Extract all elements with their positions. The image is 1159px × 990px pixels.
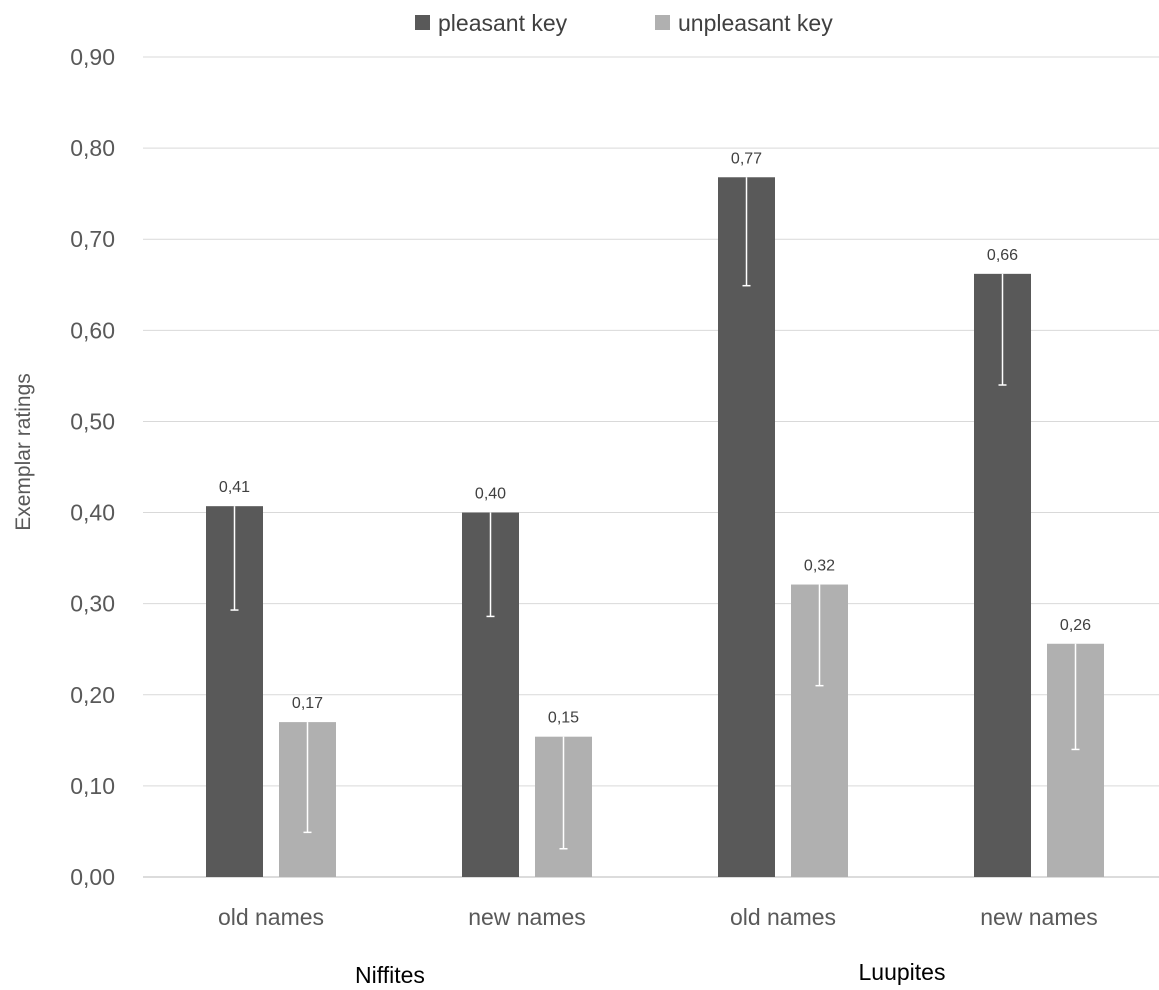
legend-swatch-unpleasant-key bbox=[655, 15, 670, 30]
category-label: old names bbox=[730, 904, 836, 930]
data-label: 0,32 bbox=[804, 558, 835, 575]
data-label: 0,66 bbox=[987, 247, 1018, 264]
y-tick-label: 0,60 bbox=[70, 317, 115, 343]
bar-pleasant-key bbox=[718, 177, 775, 877]
legend-swatch-pleasant-key bbox=[415, 15, 430, 30]
y-tick-label: 0,70 bbox=[70, 226, 115, 252]
bars bbox=[206, 177, 1104, 877]
data-label: 0,40 bbox=[475, 486, 506, 503]
y-tick-label: 0,10 bbox=[70, 773, 115, 799]
data-labels: 0,41 0,17 0,40 0,15 0,77 0,32 0,66 0,26 bbox=[219, 150, 1091, 726]
y-tick-label: 0,80 bbox=[70, 135, 115, 161]
y-tick-label: 0,00 bbox=[70, 864, 115, 890]
y-tick-label: 0,30 bbox=[70, 591, 115, 617]
legend-label-pleasant-key: pleasant key bbox=[438, 10, 568, 36]
data-label: 0,17 bbox=[292, 695, 323, 712]
data-label: 0,41 bbox=[219, 479, 250, 496]
category-labels: old names new names old names new names bbox=[218, 904, 1098, 930]
y-tick-label: 0,20 bbox=[70, 682, 115, 708]
error-bars bbox=[230, 177, 1080, 850]
y-tick-label: 0,90 bbox=[70, 44, 115, 70]
group-label: Luupites bbox=[859, 959, 946, 985]
category-label: new names bbox=[468, 904, 586, 930]
data-label: 0,15 bbox=[548, 710, 579, 727]
legend: pleasant key unpleasant key bbox=[415, 10, 833, 36]
y-axis-ticks: 0,00 0,10 0,20 0,30 0,40 0,50 0,60 0,70 0,80 0,90 bbox=[70, 44, 115, 890]
category-label: new names bbox=[980, 904, 1098, 930]
y-tick-label: 0,40 bbox=[70, 500, 115, 526]
group-labels: Niffites Luupites bbox=[355, 959, 945, 988]
y-tick-label: 0,50 bbox=[70, 408, 115, 434]
category-label: old names bbox=[218, 904, 324, 930]
y-axis-label: Exemplar ratings bbox=[12, 373, 35, 531]
legend-label-unpleasant-key: unpleasant key bbox=[678, 10, 833, 36]
data-label: 0,77 bbox=[731, 150, 762, 167]
group-label: Niffites bbox=[355, 962, 425, 988]
data-label: 0,26 bbox=[1060, 617, 1091, 634]
